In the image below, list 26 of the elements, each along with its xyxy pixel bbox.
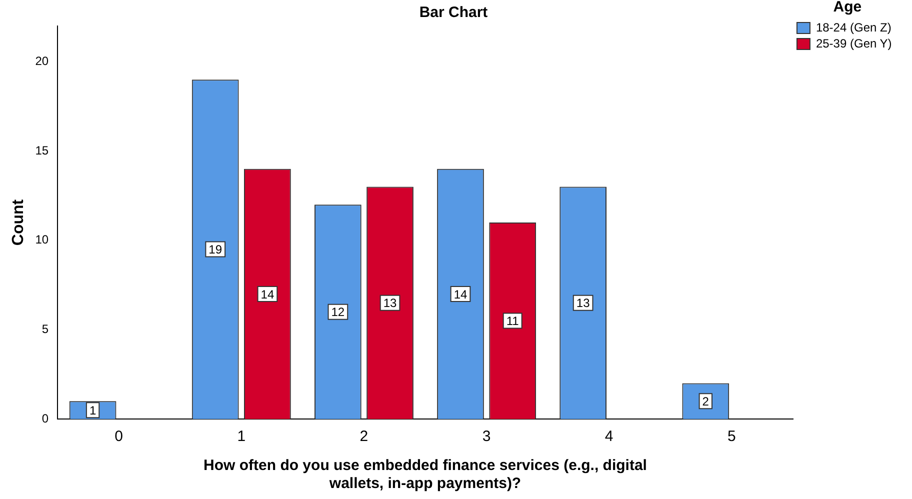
data-label: 14 [454,287,468,302]
x-tick-label: 5 [728,428,736,446]
y-axis-title: Count [10,198,28,246]
data-label: 19 [208,242,222,257]
y-tick-label: 5 [42,322,49,336]
legend-label: 25-39 (Gen Y) [816,36,892,50]
x-tick-label: 0 [114,428,124,446]
data-label: 13 [383,296,398,310]
chart-title: Bar Chart [419,4,488,22]
x-tick-label: 4 [604,428,614,446]
data-label: 12 [331,305,345,320]
x-tick-label: 2 [360,428,368,446]
x-axis-title: How often do you use embedded finance services (e.g., digital wallets, in-app payments)? [204,457,647,492]
data-label: 2 [702,394,710,408]
legend-label: 18-24 (Gen Z) [816,20,892,34]
data-label: 11 [506,314,520,328]
y-tick-label: 10 [35,232,49,247]
x-tick-label: 3 [482,428,491,446]
x-tick-label: 1 [237,428,246,446]
data-label: 1 [89,403,96,418]
legend-title: Age [833,0,862,16]
y-tick-label: 0 [42,411,49,426]
y-tick-label: 20 [35,54,49,68]
data-label: 13 [576,296,590,310]
y-tick-label: 15 [35,143,49,158]
data-label: 14 [260,287,274,302]
